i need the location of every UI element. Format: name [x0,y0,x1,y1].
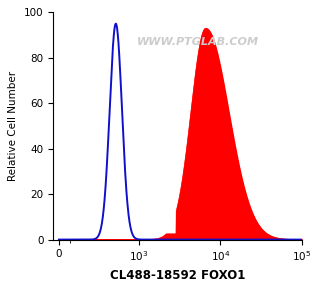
X-axis label: CL488-18592 FOXO1: CL488-18592 FOXO1 [110,269,245,282]
Y-axis label: Relative Cell Number: Relative Cell Number [8,71,18,181]
Text: WWW.PTGLAB.COM: WWW.PTGLAB.COM [137,37,259,47]
